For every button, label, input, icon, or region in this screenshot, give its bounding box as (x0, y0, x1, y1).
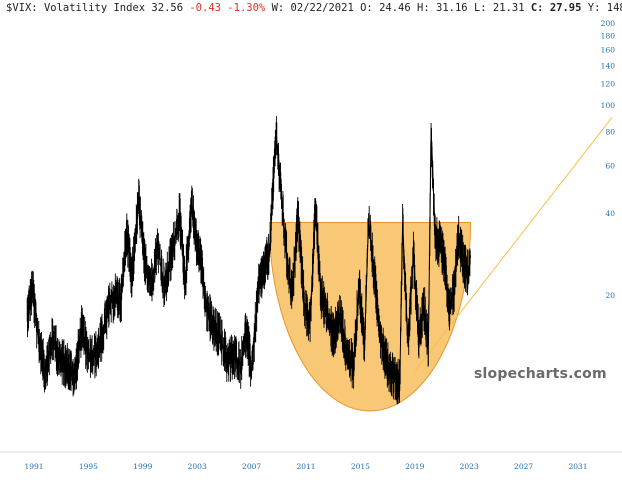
y-value: 148.23 (606, 2, 622, 14)
x-tick-label: 2007 (242, 462, 261, 471)
quote-header: $VIX: Volatility Index 32.56 -0.43 -1.30… (6, 2, 622, 14)
y-tick-label: 20 (605, 291, 615, 300)
symbol: $VIX: (6, 2, 38, 14)
y-tick-label: 60 (605, 161, 615, 170)
x-tick-label: 1991 (24, 462, 43, 471)
y-axis: 200 180 160 140 120 100 80 60 40 20 (601, 19, 616, 300)
low-label: L: (473, 2, 487, 14)
watermark-logo: slopecharts.com (474, 366, 607, 382)
y-tick-label: 120 (601, 79, 616, 88)
low-value: 21.31 (492, 2, 525, 14)
open-value: 24.46 (379, 2, 411, 14)
bar-date: 02/22/2021 (290, 2, 354, 14)
week-label: W: (271, 2, 285, 14)
y-tick-label: 140 (601, 61, 616, 70)
x-tick-label: 2003 (188, 462, 207, 471)
trendline-layer (414, 117, 613, 372)
price-change: -0.43 (189, 2, 221, 14)
projection-trendline (414, 117, 613, 372)
x-tick-label: 2015 (351, 462, 370, 471)
high-value: 31.16 (436, 2, 468, 14)
y-label: Y: (587, 2, 601, 14)
y-tick-label: 160 (601, 45, 616, 54)
y-tick-label: 100 (601, 101, 616, 110)
x-tick-label: 2031 (568, 462, 587, 471)
close-value: 27.95 (549, 2, 582, 14)
x-tick-label: 2011 (296, 462, 315, 471)
close-label: C: (530, 2, 544, 14)
x-tick-label: 2023 (460, 462, 479, 471)
y-tick-label: 80 (605, 127, 615, 136)
x-tick-label: 1999 (133, 462, 152, 471)
price-change-pct: -1.30% (227, 2, 266, 14)
high-label: H: (417, 2, 430, 14)
x-tick-label: 2019 (405, 462, 424, 471)
open-label: O: (360, 2, 373, 14)
y-tick-label: 40 (605, 209, 615, 218)
y-tick-label: 200 (601, 19, 616, 28)
instrument-name: Volatility Index (43, 2, 146, 14)
last-price: 32.56 (151, 2, 184, 14)
x-tick-label: 2027 (514, 462, 533, 471)
x-axis: 1991 1995 1999 2003 2007 2011 2015 2019 2023 2027… (24, 462, 587, 471)
price-series (26, 116, 472, 405)
x-tick-label: 1995 (79, 462, 98, 471)
y-tick-label: 180 (601, 32, 616, 41)
price-line (26, 128, 472, 385)
